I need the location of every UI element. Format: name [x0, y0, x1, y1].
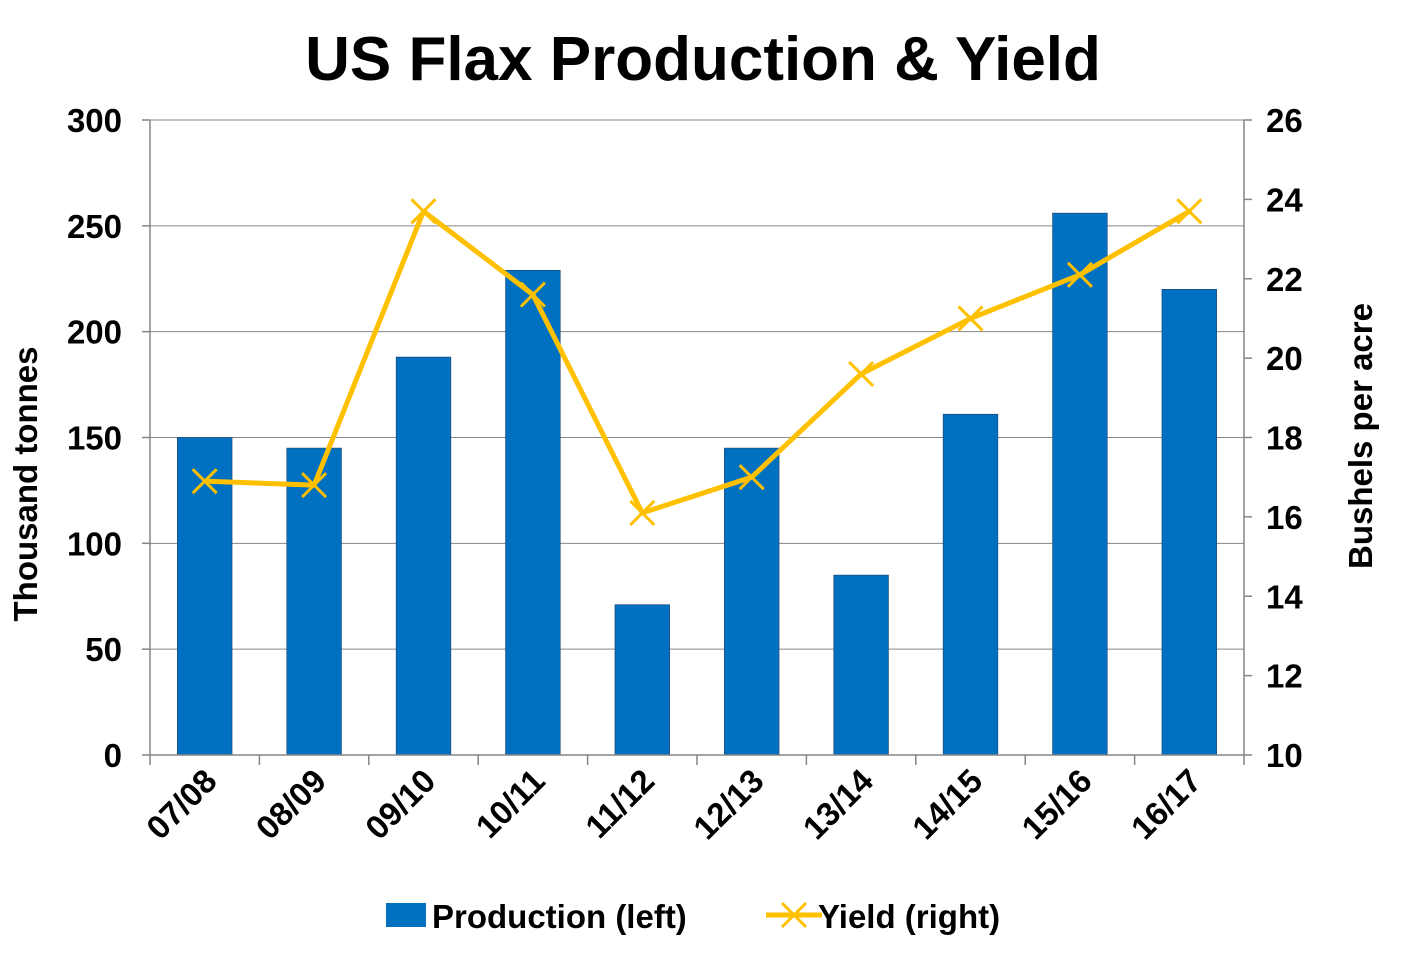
legend-production-label: Production (left): [432, 898, 687, 935]
bar-16-17: [1161, 289, 1217, 756]
right-tick-label: 16: [1266, 499, 1303, 536]
yield-point-09-10: [410, 198, 437, 225]
x-tick-label: 15/16: [1014, 762, 1099, 847]
bar-07-08: [177, 437, 233, 756]
yield-point-11-12: [629, 499, 656, 526]
left-tick-label: 200: [67, 314, 122, 351]
bar-08-09: [286, 447, 342, 756]
legend-yield-label: Yield (right): [818, 898, 1000, 935]
x-tick-label: 08/09: [248, 762, 333, 847]
yield-point-15-16: [1066, 261, 1093, 288]
left-tick-label: 300: [67, 102, 122, 139]
legend-production-swatch: [386, 903, 426, 927]
yield-point-13-14: [848, 360, 875, 388]
yield-point-16-17: [1176, 198, 1203, 225]
bar-10-11: [505, 269, 561, 756]
production-bars: [177, 212, 1217, 756]
yield-series-line: [204, 208, 1191, 516]
x-tick-label: 10/11: [469, 762, 552, 845]
axes: [142, 119, 1252, 765]
x-tick-label: 14/15: [905, 762, 990, 847]
right-tick-label: 22: [1266, 261, 1303, 298]
bar-09-10: [395, 356, 452, 756]
legend-yield-marker: [780, 901, 808, 929]
bar-14-15: [942, 413, 999, 756]
right-tick-label: 24: [1266, 181, 1303, 218]
bar-15-16: [1052, 212, 1108, 756]
left-tick-label: 0: [104, 737, 122, 774]
bar-12-13: [724, 447, 780, 756]
right-tick-label: 14: [1266, 578, 1303, 615]
x-tick-label: 13/14: [795, 761, 880, 846]
x-tick-label: 12/13: [686, 762, 771, 847]
right-tick-label: 10: [1266, 737, 1303, 774]
yield-point-14-15: [957, 305, 984, 332]
left-axis-label: Thousand tonnes: [7, 347, 44, 622]
left-axis-ticks: 0 50 100 150 200 250 300: [67, 102, 122, 774]
right-tick-label: 18: [1266, 420, 1303, 457]
right-tick-label: 12: [1266, 658, 1303, 695]
yield-point-07-08: [191, 468, 218, 495]
yield-line: [191, 198, 1203, 526]
x-tick-label: 11/12: [578, 762, 661, 845]
bar-13-14: [833, 574, 889, 756]
right-tick-label: 26: [1266, 102, 1303, 139]
right-axis-label: Bushels per acre: [1342, 303, 1379, 569]
yield-point-12-13: [738, 464, 765, 491]
bar-11-12: [614, 604, 670, 756]
left-tick-label: 250: [67, 208, 122, 245]
yield-point-10-11: [519, 281, 546, 308]
legend: Production (left) Yield (right): [386, 898, 1000, 935]
chart-title: US Flax Production & Yield: [305, 25, 1101, 94]
right-tick-label: 20: [1266, 340, 1303, 377]
left-tick-label: 150: [67, 420, 122, 457]
x-axis-ticks: 07/08 08/09 09/10 10/11 11/12 12/13 13/14 14/15…: [139, 761, 1208, 846]
left-tick-label: 100: [67, 525, 122, 562]
x-tick-label: 16/17: [1124, 762, 1209, 847]
left-tick-label: 50: [85, 631, 122, 668]
x-tick-label: 09/10: [358, 762, 443, 847]
yield-point-08-09: [301, 472, 328, 499]
right-axis-ticks: 10 12 14 16 18 20 22 24 26: [1266, 102, 1303, 774]
x-tick-label: 07/08: [139, 762, 224, 847]
